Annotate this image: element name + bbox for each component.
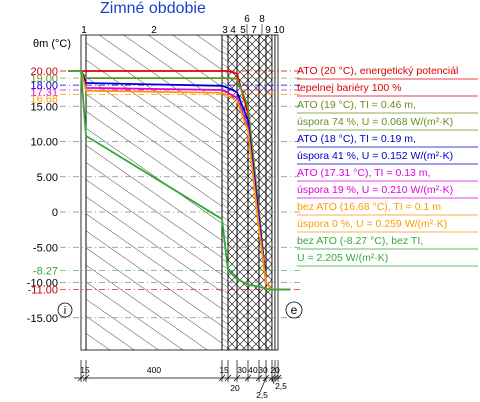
y-tick: -8.27	[33, 265, 58, 277]
diagram-title: Zimné obdobie	[100, 0, 206, 17]
interior-label: i	[64, 305, 66, 317]
layer-10	[274, 34, 279, 351]
legend-line: ATO (17.31 °C), TI = 0.13 m,	[297, 167, 430, 179]
legend-line: tepelnej bariéry 100 %	[297, 82, 401, 94]
y-tick-labels: 20.00 19.00 18.00 17.31 16.68 15.00 10.0…	[27, 66, 58, 325]
legend: ATO (20 °C), energetický potenciál tepel…	[297, 65, 478, 267]
dimension-line	[74, 360, 282, 393]
layer-number-6: 6	[244, 14, 250, 25]
legend-line: U = 2.205 W/(m²·K)	[297, 252, 388, 264]
layer-number-3: 3	[222, 25, 228, 36]
layer-number-2: 2	[151, 25, 157, 36]
legend-line: ATO (18 °C), TI = 0.19 m,	[297, 133, 416, 145]
y-tick: 19.00	[30, 73, 58, 85]
dimension-label: 40	[248, 365, 258, 375]
y-tick: -5.00	[33, 242, 58, 254]
y-tick: 15.00	[30, 101, 58, 113]
temperature-curve	[68, 70, 291, 291]
wall-layers	[80, 34, 279, 351]
y-tick: 16.68	[30, 93, 58, 105]
y-tick: 17.31	[30, 87, 58, 99]
legend-line: bez ATO (16.68 °C), TI = 0.1 m	[297, 201, 441, 213]
dimension-label: 400	[147, 365, 161, 375]
layer-number-4: 4	[230, 25, 236, 36]
layer-2	[85, 34, 223, 351]
layer-9	[271, 34, 276, 351]
legend-line: úspora 19 %, U = 0.210 W/(m²·K)	[297, 184, 453, 196]
y-tick: 10.00	[30, 137, 58, 149]
layer-number-8: 8	[259, 14, 265, 25]
y-tick: 18.00	[30, 80, 58, 92]
y-tick: 0	[52, 207, 58, 219]
layer-number-10: 10	[273, 25, 285, 36]
exterior-label: e	[291, 303, 298, 317]
layer-4	[227, 34, 238, 351]
y-tick: -15.00	[27, 313, 58, 325]
layer-number-5: 5	[240, 25, 246, 36]
dimension-label: 2,5	[256, 390, 268, 400]
dimension-label: 15	[219, 365, 229, 375]
axis-symbol: θm (°C)	[33, 38, 71, 50]
dimension-labels: 15 400 15 30 40 30 20 20 2,5 2,5	[80, 365, 287, 400]
layer-3	[221, 34, 229, 351]
exterior-marker	[285, 301, 303, 319]
legend-line: úspora 74 %, U = 0.068 W/(m²·K)	[297, 116, 453, 128]
legend-line: bez ATO (-8.27 °C), bez TI,	[297, 235, 423, 247]
dimension-label: 20	[270, 365, 280, 375]
layer-8	[265, 34, 273, 351]
dimension-label: 30	[237, 365, 247, 375]
layer-numbers: 1 2 3 4 5 6 7 8 9 10	[81, 14, 285, 36]
legend-line: ATO (19 °C), TI = 0.46 m,	[297, 99, 416, 111]
y-tick: 5.00	[37, 172, 58, 184]
dimension-label: 2,5	[275, 381, 287, 391]
temperature-curves	[68, 70, 291, 291]
y-tick: 20.00	[30, 66, 58, 78]
dimension-label: 20	[230, 383, 240, 393]
legend-line: ATO (20 °C), energetický potenciál	[297, 65, 458, 77]
y-tick: -11.00	[28, 285, 58, 297]
layer-number-1: 1	[81, 25, 87, 36]
layer-7	[258, 34, 267, 351]
layer-number-7: 7	[251, 25, 257, 36]
interior-marker	[57, 302, 73, 318]
y-tick: -10.00	[27, 278, 58, 290]
legend-line: úspora 0 %, U = 0.259 W/(m²·K)	[297, 218, 447, 230]
dimension-label: 15	[80, 365, 90, 375]
layer-number-9: 9	[265, 25, 271, 36]
legend-line: úspora 41 %, U = 0.152 W/(m²·K)	[297, 150, 453, 162]
dimension-label: 30	[258, 365, 268, 375]
